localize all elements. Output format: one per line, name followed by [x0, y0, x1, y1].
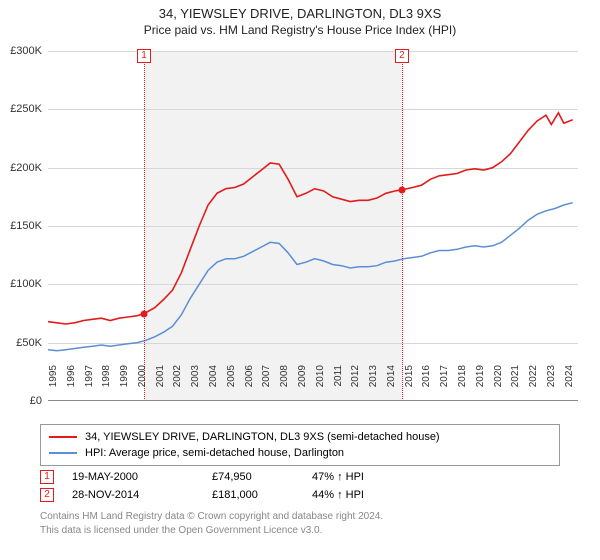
- x-tick-label: 2017: [439, 365, 450, 405]
- x-tick-label: 2021: [510, 365, 521, 405]
- x-tick-label: 2013: [368, 365, 379, 405]
- sale-row-index-box: 2: [40, 488, 54, 502]
- x-tick-label: 2003: [190, 365, 201, 405]
- x-tick-label: 2023: [546, 365, 557, 405]
- legend-label: 34, YIEWSLEY DRIVE, DARLINGTON, DL3 9XS …: [85, 431, 440, 443]
- x-tick-label: 1995: [48, 365, 59, 405]
- x-tick-label: 2024: [564, 365, 575, 405]
- x-tick-label: 2005: [226, 365, 237, 405]
- x-tick-label: 2022: [528, 365, 539, 405]
- sale-price: £74,950: [212, 471, 312, 483]
- sale-marker-box: 2: [395, 49, 409, 63]
- y-tick-label: £150K: [2, 220, 42, 232]
- x-tick-label: 2010: [315, 365, 326, 405]
- sale-vline: [144, 51, 145, 401]
- line-plot-svg: [48, 51, 578, 401]
- x-tick-label: 2008: [279, 365, 290, 405]
- x-tick-label: 2002: [172, 365, 183, 405]
- chart-title-address: 34, YIEWSLEY DRIVE, DARLINGTON, DL3 9XS: [0, 6, 600, 21]
- x-tick-label: 2007: [261, 365, 272, 405]
- chart-area: 12 £0£50K£100K£150K£200K£250K£300K 19951…: [48, 51, 578, 401]
- sale-row: 2 28-NOV-2014£181,00044% ↑ HPI: [40, 486, 452, 504]
- sale-date: 19-MAY-2000: [72, 471, 212, 483]
- attribution-line-1: Contains HM Land Registry data © Crown c…: [40, 510, 383, 524]
- x-tick-label: 1999: [119, 365, 130, 405]
- x-tick-label: 2014: [386, 365, 397, 405]
- y-tick-label: £250K: [2, 103, 42, 115]
- sales-table: 1 19-MAY-2000£74,95047% ↑ HPI 2 28-NOV-2014…: [40, 468, 452, 504]
- x-tick-label: 2004: [208, 365, 219, 405]
- attribution-line-2: This data is licensed under the Open Gov…: [40, 524, 383, 538]
- sale-dot: [398, 186, 405, 193]
- sale-marker-box: 1: [137, 49, 151, 63]
- sale-date: 28-NOV-2014: [72, 489, 212, 501]
- x-tick-label: 2009: [297, 365, 308, 405]
- x-tick-label: 2020: [493, 365, 504, 405]
- x-tick-label: 2011: [333, 365, 344, 405]
- legend-row: HPI: Average price, semi-detached house,…: [49, 445, 551, 461]
- legend-box: 34, YIEWSLEY DRIVE, DARLINGTON, DL3 9XS …: [40, 424, 560, 466]
- x-tick-label: 2018: [457, 365, 468, 405]
- y-tick-label: £100K: [2, 278, 42, 290]
- y-tick-label: £0: [2, 395, 42, 407]
- sale-dot: [141, 310, 148, 317]
- legend-label: HPI: Average price, semi-detached house,…: [85, 447, 344, 459]
- x-tick-label: 2000: [137, 365, 148, 405]
- sale-vs-hpi: 44% ↑ HPI: [312, 489, 452, 501]
- sale-row: 1 19-MAY-2000£74,95047% ↑ HPI: [40, 468, 452, 486]
- x-tick-label: 2016: [421, 365, 432, 405]
- sale-vs-hpi: 47% ↑ HPI: [312, 471, 452, 483]
- x-tick-label: 2001: [155, 365, 166, 405]
- legend-row: 34, YIEWSLEY DRIVE, DARLINGTON, DL3 9XS …: [49, 429, 551, 445]
- sale-vline: [402, 51, 403, 401]
- y-tick-label: £300K: [2, 45, 42, 57]
- x-tick-label: 1998: [101, 365, 112, 405]
- x-tick-label: 2019: [475, 365, 486, 405]
- sale-row-index-box: 1: [40, 470, 54, 484]
- x-tick-label: 2012: [350, 365, 361, 405]
- attribution: Contains HM Land Registry data © Crown c…: [40, 510, 383, 537]
- legend-swatch: [49, 452, 77, 454]
- y-tick-label: £200K: [2, 162, 42, 174]
- x-tick-label: 2015: [404, 365, 415, 405]
- legend-swatch: [49, 436, 77, 438]
- y-tick-label: £50K: [2, 337, 42, 349]
- series-address: [48, 113, 573, 324]
- chart-subtitle: Price paid vs. HM Land Registry's House …: [0, 23, 600, 37]
- sale-price: £181,000: [212, 489, 312, 501]
- x-tick-label: 2006: [244, 365, 255, 405]
- series-hpi: [48, 203, 573, 351]
- x-tick-label: 1996: [66, 365, 77, 405]
- x-tick-label: 1997: [84, 365, 95, 405]
